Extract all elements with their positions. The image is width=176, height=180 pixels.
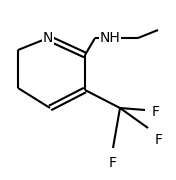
Text: F: F xyxy=(109,156,117,170)
Text: F: F xyxy=(155,133,163,147)
Text: NH: NH xyxy=(100,31,120,45)
Text: N: N xyxy=(43,31,53,45)
Text: F: F xyxy=(152,105,160,119)
